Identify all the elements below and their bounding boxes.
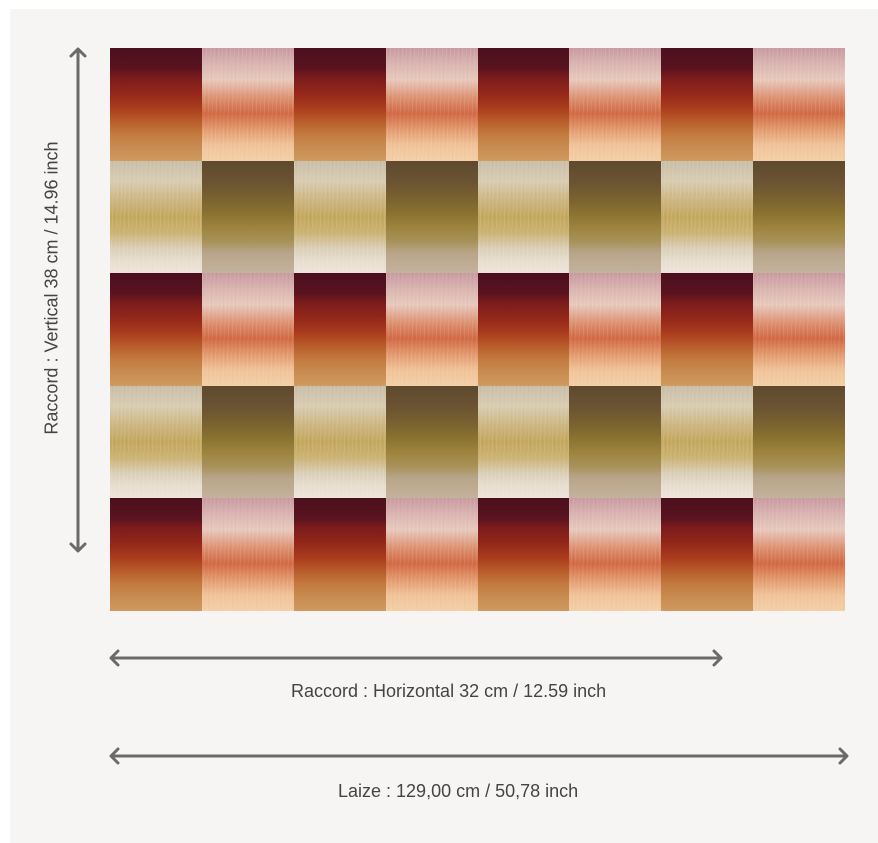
fabric-tile <box>661 385 754 499</box>
fabric-tile <box>753 385 845 499</box>
vertical-repeat-label: Raccord : Vertical 38 cm / 14.96 inch <box>41 141 62 435</box>
fabric-tile <box>293 273 386 386</box>
fabric-width-label: Laize : 129,00 cm / 50,78 inch <box>338 781 579 801</box>
fabric-tile <box>385 160 478 274</box>
fabric-tile <box>385 273 478 386</box>
fabric-tile <box>201 273 294 386</box>
fabric-tile <box>201 48 294 161</box>
horizontal-repeat-arrow-icon <box>109 649 723 667</box>
fabric-tile <box>201 498 294 611</box>
fabric-tile <box>661 273 754 386</box>
fabric-tile <box>753 498 845 611</box>
fabric-tile <box>477 160 570 274</box>
fabric-tile <box>385 498 478 611</box>
fabric-tile <box>753 48 845 161</box>
fabric-tile <box>477 498 570 611</box>
fabric-tile <box>477 48 570 161</box>
horizontal-repeat-label: Raccord : Horizontal 32 cm / 12.59 inch <box>291 681 607 701</box>
fabric-tile <box>477 273 570 386</box>
vertical-arrow-icon <box>69 47 87 553</box>
fabric-tile <box>293 48 386 161</box>
fabric-tile <box>385 48 478 161</box>
fabric-tile <box>201 160 294 274</box>
fabric-tile <box>201 385 294 499</box>
fabric-tile <box>661 498 754 611</box>
fabric-tile <box>293 498 386 611</box>
fabric-tile <box>569 48 662 161</box>
fabric-tile <box>385 385 478 499</box>
fabric-tile <box>110 385 202 499</box>
fabric-tile <box>293 160 386 274</box>
fabric-tile <box>661 160 754 274</box>
fabric-tile <box>110 160 202 274</box>
fabric-tile <box>110 273 202 386</box>
fabric-tile <box>569 498 662 611</box>
fabric-tile <box>753 273 845 386</box>
fabric-tile <box>569 160 662 274</box>
fabric-tile <box>110 498 202 611</box>
fabric-tile <box>477 385 570 499</box>
fabric-tile <box>569 385 662 499</box>
fabric-swatch-image <box>110 48 845 611</box>
fabric-tile <box>293 385 386 499</box>
fabric-tile <box>661 48 754 161</box>
fabric-tile <box>569 273 662 386</box>
fabric-tile <box>753 160 845 274</box>
fabric-tile <box>110 48 202 161</box>
fabric-width-arrow-icon <box>109 747 849 765</box>
